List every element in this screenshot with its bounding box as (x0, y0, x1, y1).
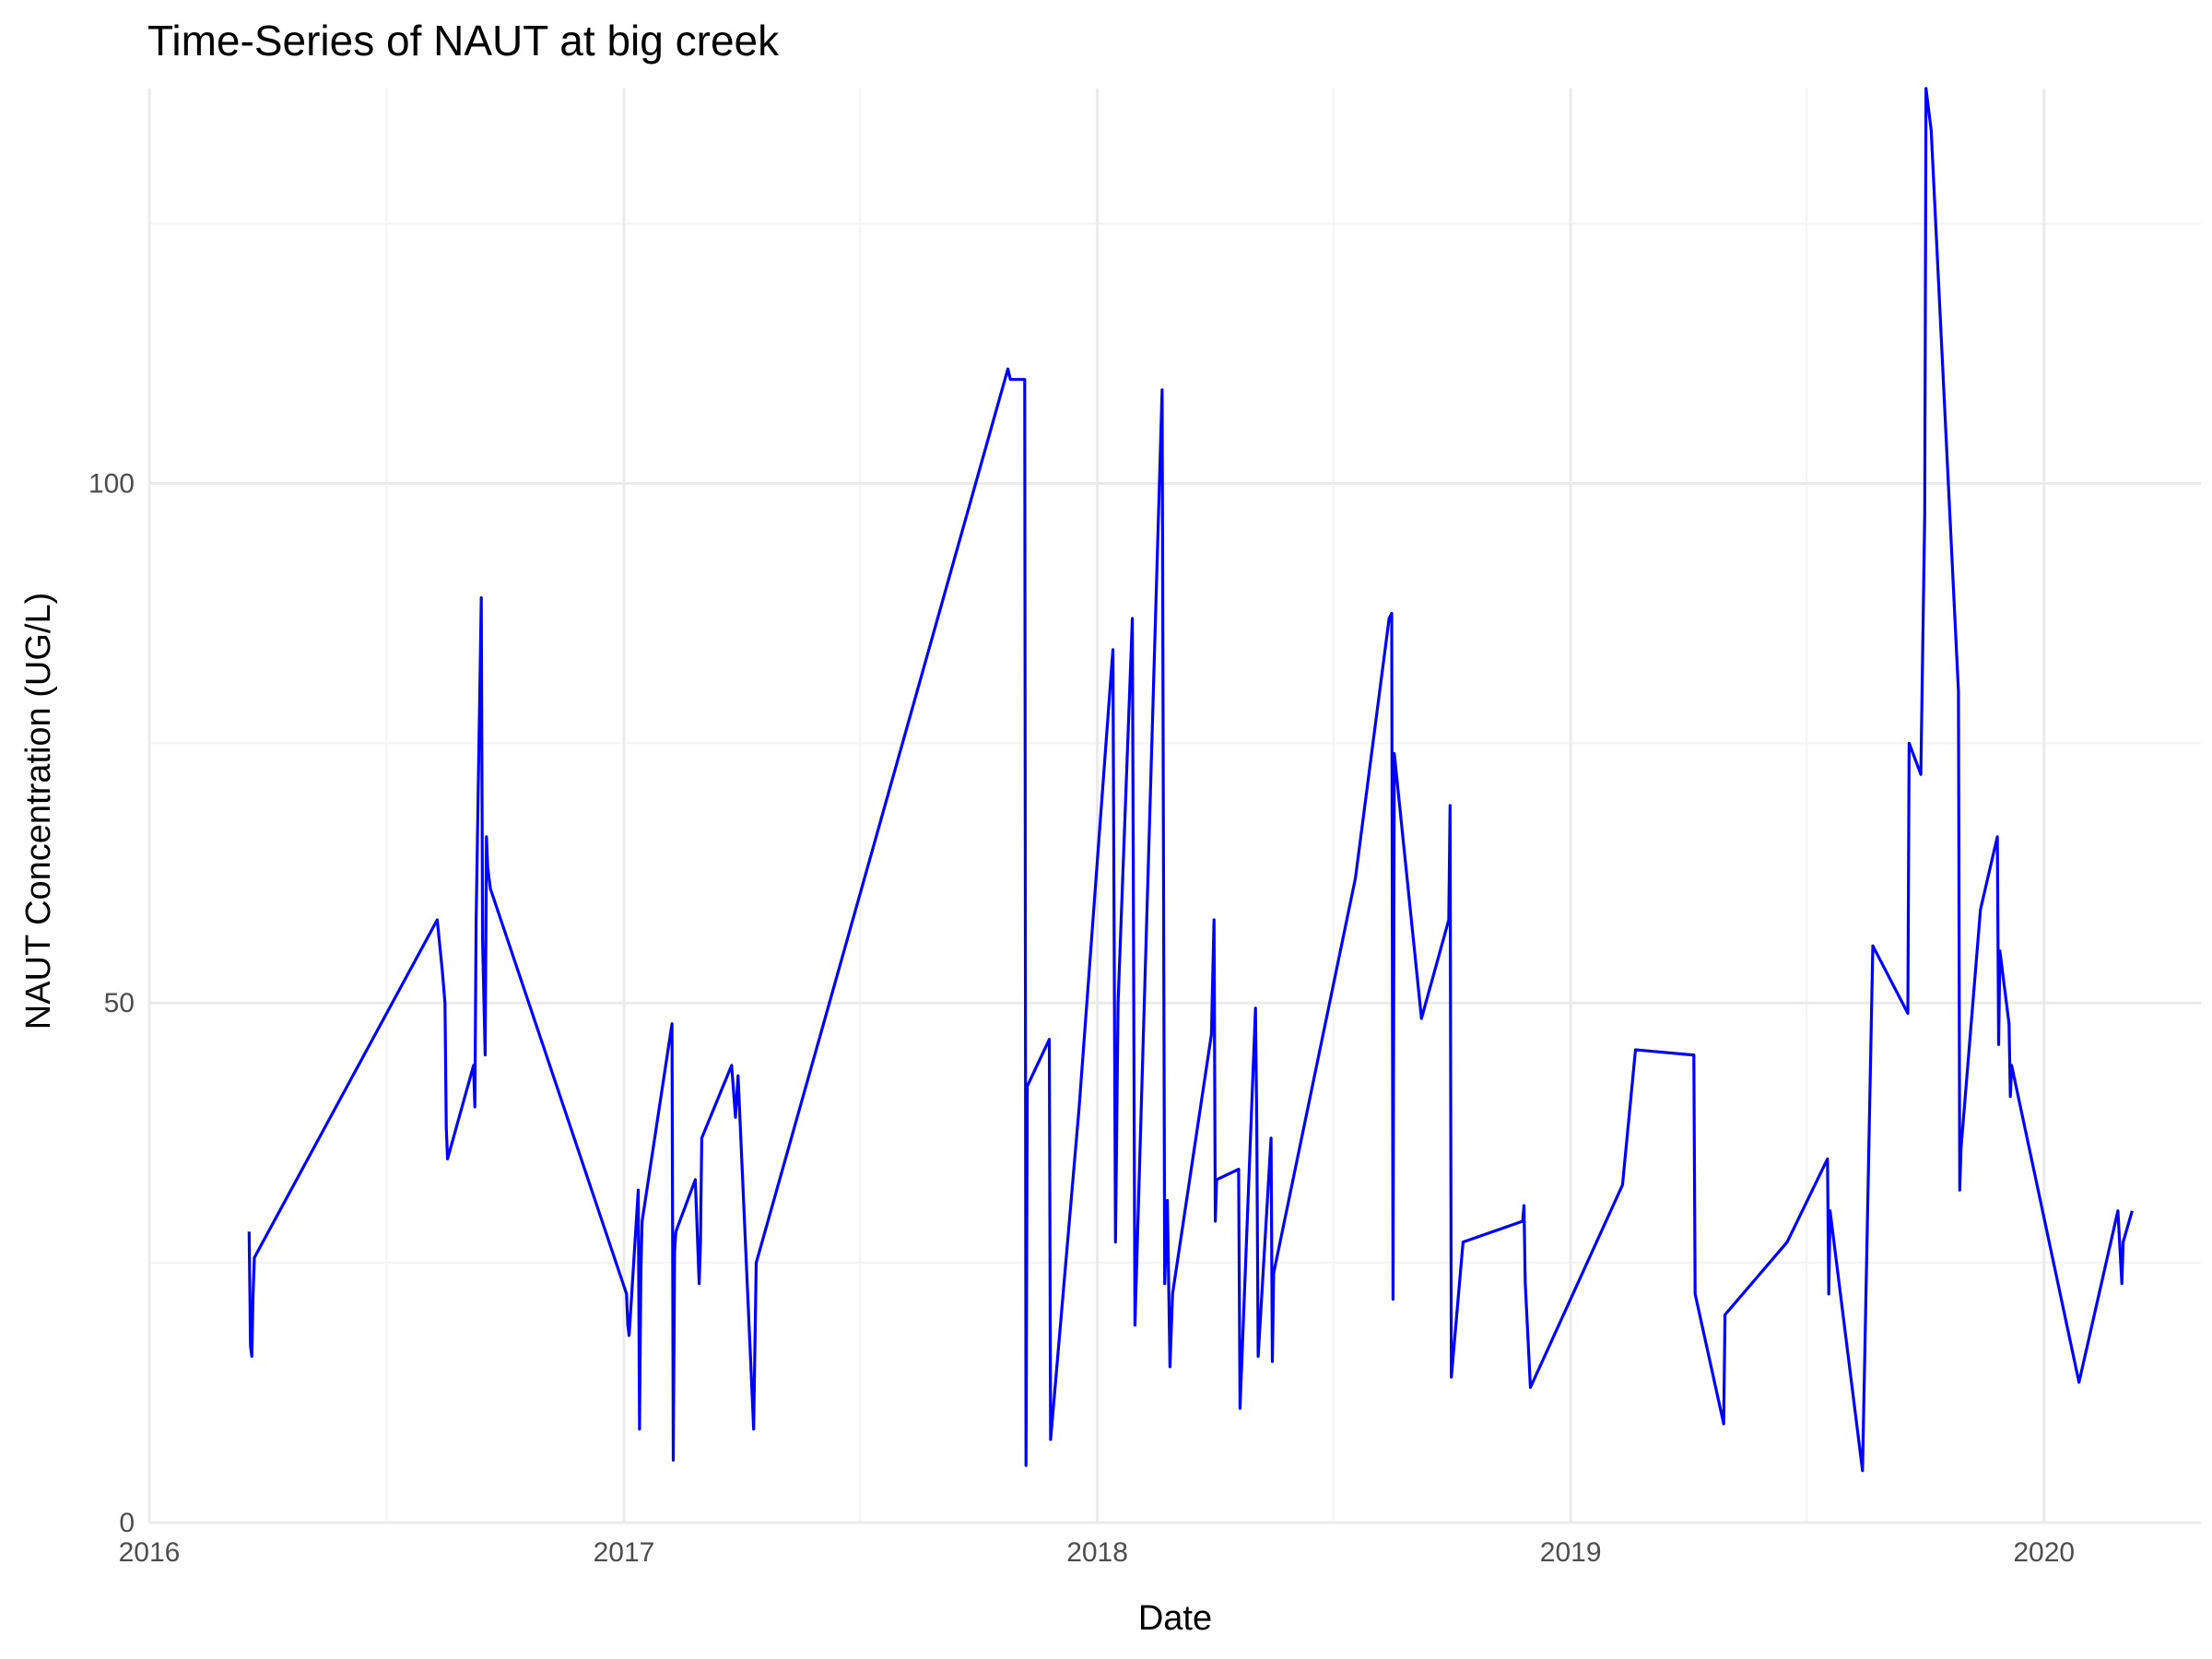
tick-labels: 0 50 100 2016 2017 2018 2019 2020 (88, 468, 2075, 1568)
x-tick-label: 2018 (1066, 1537, 1128, 1568)
x-tick-label: 2017 (594, 1537, 655, 1568)
x-tick-label: 2020 (2013, 1537, 2075, 1568)
y-axis-label: NAUT Concentration (UG/L) (19, 593, 58, 1030)
x-tick-label: 2019 (1540, 1537, 1602, 1568)
y-tick-label: 50 (104, 988, 135, 1018)
series-line (247, 87, 2134, 1473)
x-tick-label: 2016 (119, 1537, 181, 1568)
grid-lines (147, 88, 2201, 1524)
y-tick-label: 100 (88, 468, 135, 499)
chart-title: Time-Series of NAUT at big creek (147, 17, 780, 65)
x-axis-label: Date (1138, 1599, 1212, 1638)
y-tick-label: 0 (119, 1508, 135, 1538)
